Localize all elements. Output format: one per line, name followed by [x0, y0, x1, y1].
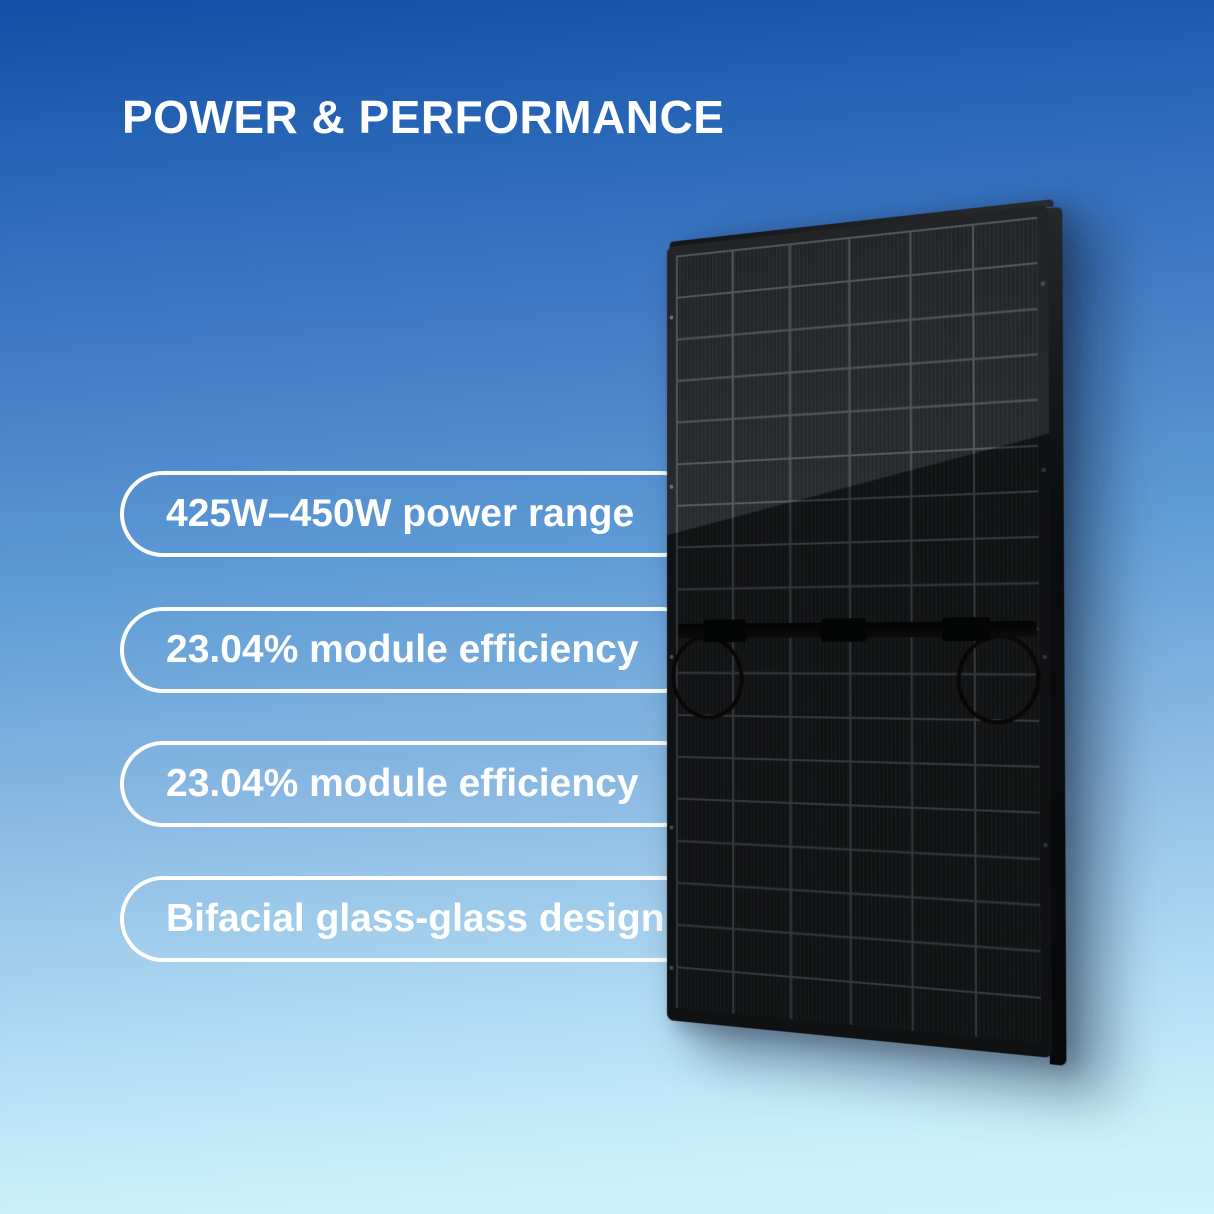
page-title: POWER & PERFORMANCE	[122, 91, 725, 143]
feature-pill-bifacial-design: Bifacial glass-glass design	[120, 876, 705, 962]
feature-pill-module-efficiency-2: 23.04% module efficiency	[120, 741, 705, 827]
panel-frame	[665, 205, 1053, 1059]
feature-pill-label: Bifacial glass-glass design	[166, 897, 665, 940]
feature-pill-label: 23.04% module efficiency	[166, 762, 639, 805]
feature-pill-power-range: 425W–450W power range	[120, 471, 705, 557]
solar-panel-image	[665, 199, 1067, 1067]
feature-pill-label: 425W–450W power range	[166, 492, 635, 535]
feature-pill-module-efficiency-1: 23.04% module efficiency	[120, 607, 705, 693]
feature-pill-label: 23.04% module efficiency	[166, 628, 639, 671]
